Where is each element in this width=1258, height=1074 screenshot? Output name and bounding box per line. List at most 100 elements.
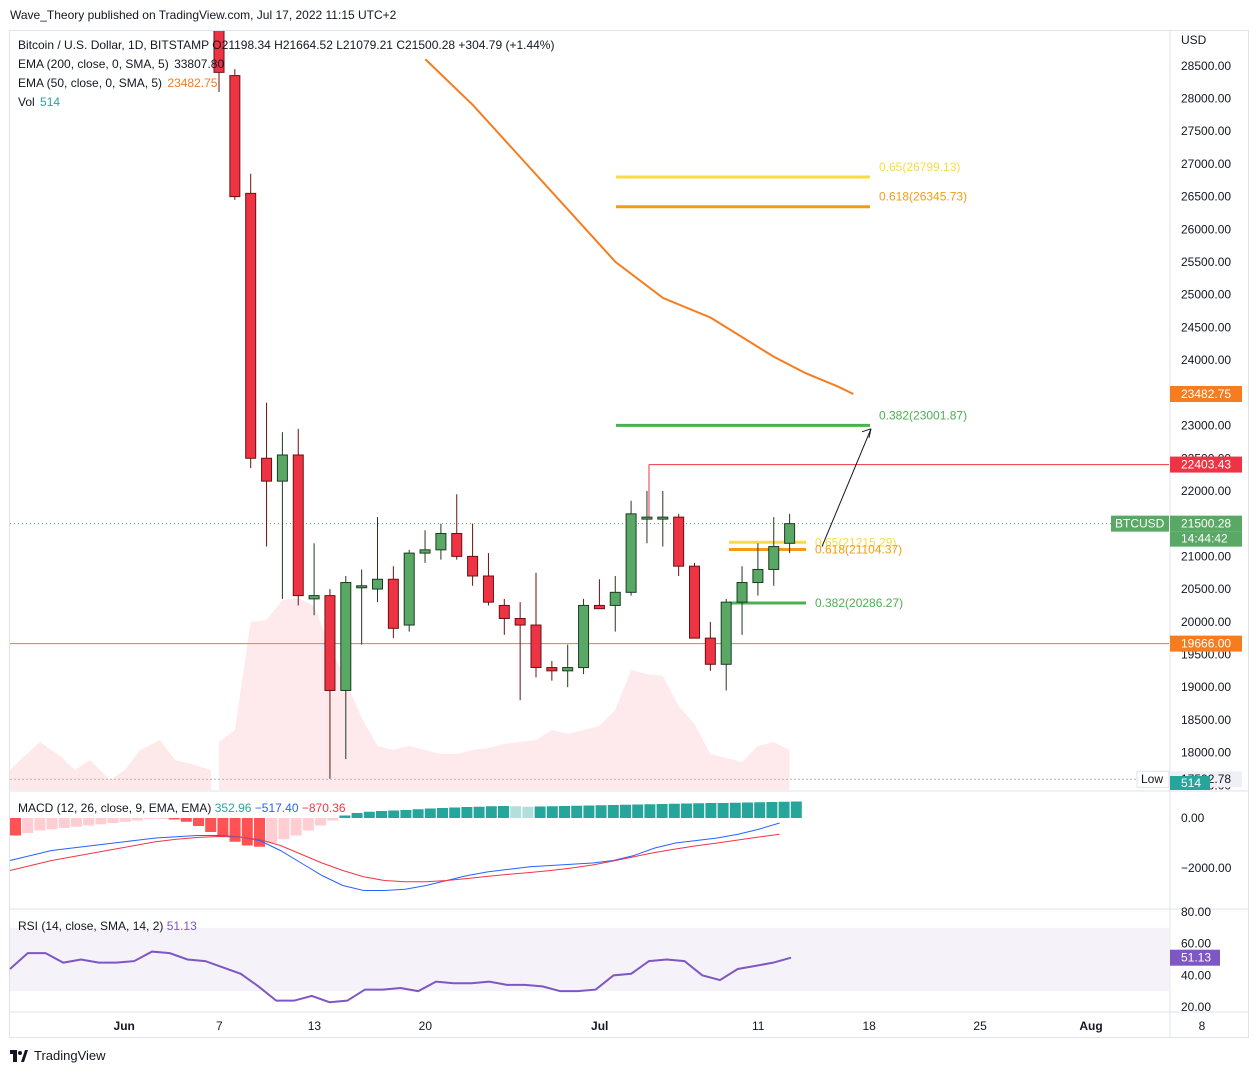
low-badge-label: Low [1141,772,1163,786]
price-pane: 0.65(26799.13) 0.618(26345.73) 0.382(23001… [10,31,1169,790]
rsi-badge [1170,949,1220,966]
price-badge-label: 19666.00 [1181,637,1231,651]
candle-body [625,513,637,593]
price-tick-label: 25500.00 [1181,255,1231,269]
macd-histogram-bar [229,818,241,842]
macd-histogram-bar [22,818,34,833]
candle-body [720,601,732,665]
price-badge [1170,456,1242,473]
fib-level-label: 0.382(20286.27) [815,596,903,610]
publish-line: Wave_Theory published on TradingView.com… [10,8,397,22]
macd-histogram-bar [522,806,534,818]
rsi-tick-label: 60.00 [1181,937,1211,951]
candle-body [276,454,288,482]
footer[interactable]: TradingView [10,1048,106,1063]
candle-body [768,546,780,570]
candle-body [546,667,558,672]
chart-frame[interactable] [9,30,1249,1038]
change-value: +304.79 (+1.44%) [458,38,555,52]
volume-legend[interactable]: Vol 514 [18,93,554,112]
candle-body [467,555,479,577]
candle-body [292,454,304,597]
candle-body [609,591,621,606]
ema200-value: 33807.80 [174,57,225,71]
ema200-label: EMA (200, close, 0, SMA, 5) [18,57,169,71]
fib-level-label: 0.618(26345.73) [879,190,967,204]
macd-histogram-bar [632,804,644,818]
macd-legend[interactable]: MACD (12, 26, close, 9, EMA, EMA) 352.96… [18,801,346,815]
macd-histogram-bar [34,818,46,831]
macd-histogram-bar [290,818,302,836]
time-tick-label: 13 [308,1019,322,1033]
volume-badge-label: 514 [1181,776,1201,790]
macd-histogram-bar [266,818,278,843]
rsi-tick-label: 40.00 [1181,968,1211,982]
price-tick-label: 20500.00 [1181,582,1231,596]
macd-histogram-bar [58,818,70,828]
macd-histogram-bar [180,818,192,822]
ema50-legend[interactable]: EMA (50, close, 0, SMA, 5) 23482.75 [18,74,554,93]
high-label: H [274,38,283,52]
ema50-value: 23482.75 [167,76,218,90]
ema50-label: EMA (50, close, 0, SMA, 5) [18,76,163,90]
macd-histogram-bar [717,803,729,818]
macd-histogram-bar [571,805,583,818]
candle-body [689,565,700,639]
fib-level-label: 0.618(21104.37) [815,543,902,557]
macd-line [9,822,780,891]
macd-histogram-bar [278,818,290,840]
macd-histogram-bar [498,806,509,818]
ema50-line [424,58,854,395]
rsi-band [10,927,1169,992]
price-badge [1170,385,1242,402]
price-tick-label: 19000.00 [1181,680,1231,694]
price-tick-label: 28000.00 [1181,92,1231,106]
macd-histogram-bar [376,811,387,818]
macd-histogram-bar [193,818,204,826]
volume-badge [1170,776,1210,790]
candle-body [387,578,399,629]
macd-line-value: −517.40 [254,801,299,815]
price-tick-label: 18500.00 [1181,713,1231,727]
candle-body [593,604,605,610]
candle-body [340,582,352,691]
price-badge-label: 23482.75 [1181,387,1231,401]
rsi-tick-label: 80.00 [1181,905,1211,919]
rsi-legend[interactable]: RSI (14, close, SMA, 14, 2) 51.13 [18,919,197,933]
macd-histogram-bar [729,802,741,818]
candle-body [451,532,463,557]
macd-tick-label: 0.00 [1181,811,1205,825]
open-value: 21198.34 [221,38,271,52]
close-value: 21500.28 [405,38,456,52]
candle-body [435,532,447,551]
candle-body [514,618,526,626]
macd-tick-label: −2000.00 [1181,861,1232,875]
macd-histogram-bar [656,804,668,818]
open-label: O [212,38,222,52]
price-badge-label: 22403.43 [1181,458,1231,472]
candle-body [261,457,273,482]
volume-area [10,740,211,790]
projection-arrow [821,428,872,547]
macd-histogram-bar [363,811,375,818]
macd-histogram-bar [534,806,546,818]
candle-body [308,595,320,600]
macd-hist-value: 352.96 [214,801,252,815]
ema200-legend[interactable]: EMA (200, close, 0, SMA, 5) 33807.80 [18,55,554,74]
symbol-title[interactable]: Bitcoin / U.S. Dollar, 1D, BITSTAMP [18,38,209,52]
candle-body [419,549,431,554]
candle-body [736,582,748,603]
macd-histogram-bar [766,802,778,818]
time-tick-label: 20 [419,1019,433,1033]
ohlc-legend: Bitcoin / U.S. Dollar, 1D, BITSTAMP O211… [18,36,554,55]
time-tick-label: 18 [862,1019,876,1033]
price-tick-label: 22000.00 [1181,484,1231,498]
macd-histogram-bar [412,809,424,818]
macd-histogram-bar [693,803,705,818]
macd-histogram-bar [388,810,400,818]
macd-histogram-bar [790,801,802,818]
macd-histogram-bar [473,806,485,818]
candle-body [324,595,336,691]
macd-histogram-bar [485,806,497,818]
